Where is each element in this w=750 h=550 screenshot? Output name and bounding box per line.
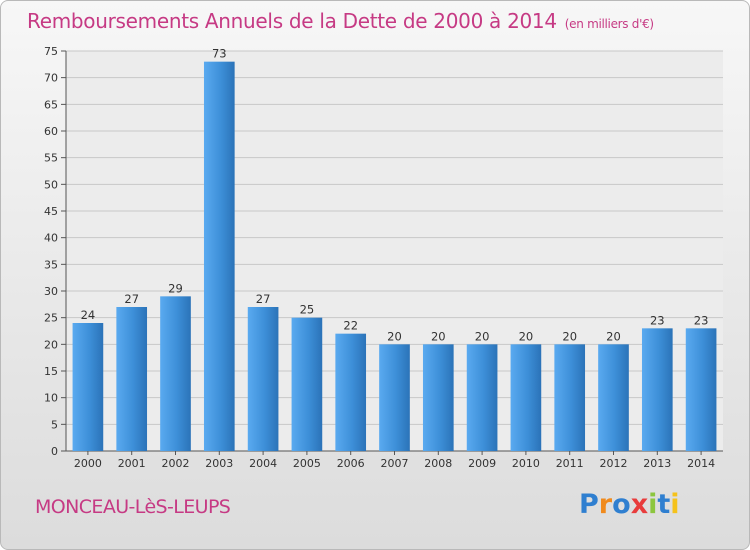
bar-2002 (160, 296, 191, 451)
bar-2004 (247, 307, 279, 451)
x-tick-label: 2005 (293, 457, 321, 470)
bar-2010 (510, 344, 542, 451)
y-tick-label: 25 (44, 312, 58, 325)
bar-2011 (554, 344, 586, 451)
chart-title: Remboursements Annuels de la Dette de 20… (27, 9, 654, 33)
bar-value-label: 27 (256, 292, 271, 306)
bar-value-label: 24 (81, 308, 96, 322)
commune-name: MONCEAU-LèS-LEUPS (35, 496, 231, 518)
y-tick-label: 20 (44, 338, 58, 351)
x-tick-label: 2014 (687, 457, 715, 470)
y-tick-label: 65 (44, 98, 58, 111)
x-tick-label: 2009 (468, 457, 496, 470)
bar-2005 (291, 317, 323, 451)
x-tick-label: 2000 (74, 457, 102, 470)
y-tick-label: 0 (51, 445, 58, 458)
bar-chart: 0 5 10 15 20 25 30 35 40 45 50 55 60 65 70 75 24 2000 27 20… (44, 45, 723, 470)
bar-value-label: 23 (694, 313, 709, 327)
y-tick-label: 15 (44, 365, 58, 378)
bar-value-label: 20 (606, 329, 621, 343)
x-tick-label: 2013 (643, 457, 671, 470)
proxiti-logo: Proxiti (579, 489, 680, 520)
bar-value-label: 20 (431, 329, 446, 343)
bar-2008 (422, 344, 454, 451)
bar-value-label: 22 (343, 319, 358, 333)
bar-2007 (379, 344, 410, 451)
bar-value-label: 20 (519, 329, 534, 343)
x-tick-label: 2006 (337, 457, 365, 470)
bar-value-label: 20 (562, 329, 577, 343)
x-tick-label: 2007 (381, 457, 409, 470)
bar-value-label: 27 (124, 292, 139, 306)
chart-unit: (en milliers d'€) (564, 17, 654, 31)
y-tick-label: 30 (44, 285, 58, 298)
x-tick-label: 2001 (118, 457, 146, 470)
y-tick-label: 40 (44, 232, 58, 245)
bar-2006 (335, 333, 367, 451)
y-tick-label: 60 (44, 125, 58, 138)
bar-2009 (466, 344, 498, 451)
bar-value-label: 29 (168, 281, 183, 295)
y-tick-label: 50 (44, 178, 58, 191)
x-tick-label: 2010 (512, 457, 540, 470)
x-tick-label: 2008 (424, 457, 452, 470)
y-tick-label: 45 (44, 205, 58, 218)
bar-value-label: 20 (475, 329, 490, 343)
bar-2014 (685, 328, 717, 451)
y-tick-label: 75 (44, 45, 58, 58)
bar-value-label: 25 (300, 303, 315, 317)
x-tick-label: 2012 (600, 457, 628, 470)
y-tick-label: 35 (44, 258, 58, 271)
y-tick-label: 70 (44, 72, 58, 85)
bar-2001 (116, 307, 148, 451)
y-tick-label: 10 (44, 392, 58, 405)
bar-value-label: 73 (212, 47, 227, 61)
x-tick-label: 2004 (249, 457, 277, 470)
bar-value-label: 23 (650, 313, 665, 327)
x-tick-label: 2011 (556, 457, 584, 470)
bar-2012 (598, 344, 629, 451)
x-tick-label: 2002 (162, 457, 190, 470)
y-tick-label: 55 (44, 152, 58, 165)
bar-2000 (72, 323, 104, 451)
bar-2003 (203, 61, 235, 452)
bar-2013 (641, 328, 673, 451)
x-tick-label: 2003 (205, 457, 233, 470)
y-tick-label: 5 (51, 418, 58, 431)
bar-value-label: 20 (387, 329, 402, 343)
